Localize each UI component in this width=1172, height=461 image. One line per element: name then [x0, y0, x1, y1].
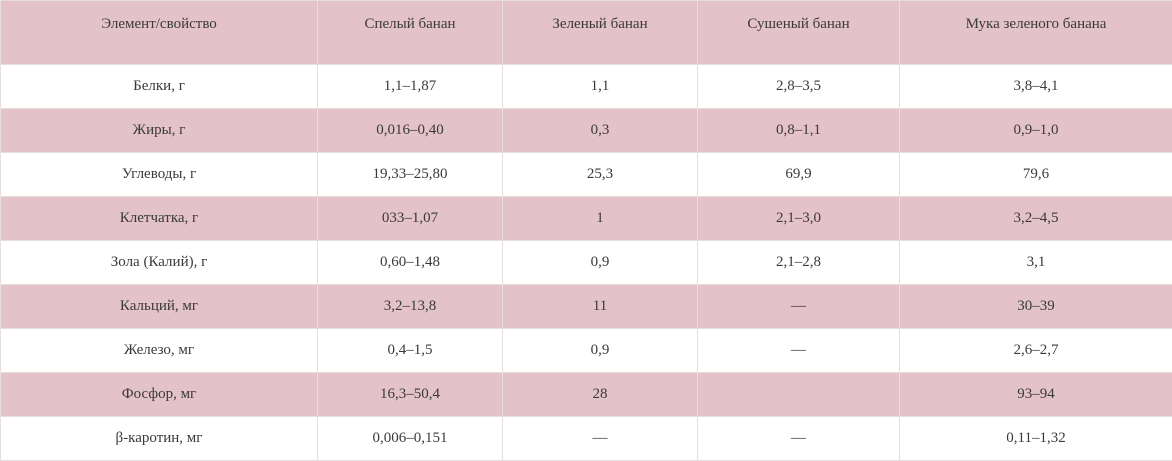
table-cell: 0,11–1,32	[900, 417, 1172, 461]
table-cell: 0,9	[503, 329, 698, 373]
table-cell: 16,3–50,4	[318, 373, 503, 417]
header-row: Элемент/свойство Спелый банан Зеленый ба…	[1, 1, 1172, 65]
row-label: Железо, мг	[1, 329, 318, 373]
table-cell: —	[503, 417, 698, 461]
table-cell: —	[698, 417, 900, 461]
table-cell: 2,6–2,7	[900, 329, 1172, 373]
table-cell: 93–94	[900, 373, 1172, 417]
table-cell: —	[698, 285, 900, 329]
table-row: Клетчатка, г 033–1,07 1 2,1–3,0 3,2–4,5	[1, 197, 1172, 241]
table-cell: 28	[503, 373, 698, 417]
table-cell: 2,1–2,8	[698, 241, 900, 285]
table-cell: 30–39	[900, 285, 1172, 329]
row-label: Углеводы, г	[1, 153, 318, 197]
row-label: β-каротин, мг	[1, 417, 318, 461]
table-cell: 1	[503, 197, 698, 241]
table-cell: 2,8–3,5	[698, 65, 900, 109]
table-cell: 69,9	[698, 153, 900, 197]
column-header-green-banana-flour: Мука зеленого банана	[900, 1, 1172, 65]
table-cell: 0,016–0,40	[318, 109, 503, 153]
table-cell: 3,8–4,1	[900, 65, 1172, 109]
table-cell: 0,8–1,1	[698, 109, 900, 153]
table-cell: 79,6	[900, 153, 1172, 197]
table-row: Фосфор, мг 16,3–50,4 28 93–94	[1, 373, 1172, 417]
column-header-property: Элемент/свойство	[1, 1, 318, 65]
table-cell: —	[698, 329, 900, 373]
table-cell: 11	[503, 285, 698, 329]
row-label: Зола (Калий), г	[1, 241, 318, 285]
table-cell: 25,3	[503, 153, 698, 197]
table-row: Железо, мг 0,4–1,5 0,9 — 2,6–2,7	[1, 329, 1172, 373]
table-body: Белки, г 1,1–1,87 1,1 2,8–3,5 3,8–4,1 Жи…	[1, 65, 1172, 461]
table-cell: 2,1–3,0	[698, 197, 900, 241]
row-label: Кальций, мг	[1, 285, 318, 329]
table-row: Зола (Калий), г 0,60–1,48 0,9 2,1–2,8 3,…	[1, 241, 1172, 285]
table-cell: 1,1–1,87	[318, 65, 503, 109]
row-label: Фосфор, мг	[1, 373, 318, 417]
row-label: Жиры, г	[1, 109, 318, 153]
table-cell: 0,3	[503, 109, 698, 153]
table-cell: 3,2–4,5	[900, 197, 1172, 241]
table-cell: 0,9–1,0	[900, 109, 1172, 153]
table-row: Жиры, г 0,016–0,40 0,3 0,8–1,1 0,9–1,0	[1, 109, 1172, 153]
table-cell: 0,9	[503, 241, 698, 285]
table-cell: 0,4–1,5	[318, 329, 503, 373]
table-cell: 3,1	[900, 241, 1172, 285]
table-row: β-каротин, мг 0,006–0,151 — — 0,11–1,32	[1, 417, 1172, 461]
table-cell: 033–1,07	[318, 197, 503, 241]
column-header-ripe-banana: Спелый банан	[318, 1, 503, 65]
table-header: Элемент/свойство Спелый банан Зеленый ба…	[1, 1, 1172, 65]
row-label: Белки, г	[1, 65, 318, 109]
table-cell	[698, 373, 900, 417]
table-cell: 19,33–25,80	[318, 153, 503, 197]
row-label: Клетчатка, г	[1, 197, 318, 241]
table-row: Кальций, мг 3,2–13,8 11 — 30–39	[1, 285, 1172, 329]
table-cell: 1,1	[503, 65, 698, 109]
table-row: Белки, г 1,1–1,87 1,1 2,8–3,5 3,8–4,1	[1, 65, 1172, 109]
table-row: Углеводы, г 19,33–25,80 25,3 69,9 79,6	[1, 153, 1172, 197]
column-header-dried-banana: Сушеный банан	[698, 1, 900, 65]
column-header-green-banana: Зеленый банан	[503, 1, 698, 65]
table-cell: 0,006–0,151	[318, 417, 503, 461]
table-cell: 3,2–13,8	[318, 285, 503, 329]
table-cell: 0,60–1,48	[318, 241, 503, 285]
